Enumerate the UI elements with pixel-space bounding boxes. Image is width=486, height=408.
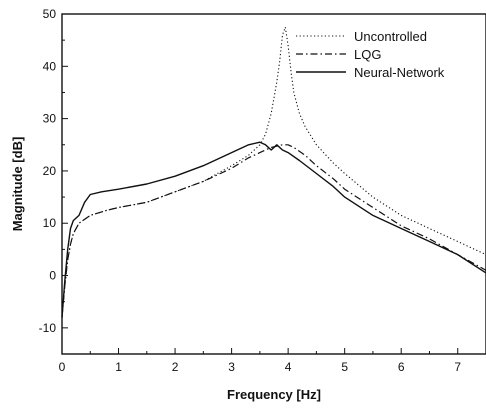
x-tick-label: 5 xyxy=(341,360,348,374)
y-tick-label: 0 xyxy=(49,269,56,283)
plot-frame xyxy=(61,13,486,355)
plot-lines xyxy=(61,26,486,318)
y-axis-title: Magnitude [dB] xyxy=(10,137,25,232)
x-tick-label: 3 xyxy=(228,360,235,374)
x-axis-title: Frequency [Hz] xyxy=(227,387,321,402)
legend-label: LQG xyxy=(354,47,381,62)
y-tick-label: 10 xyxy=(43,216,57,230)
legend-label: Uncontrolled xyxy=(354,29,427,44)
y-tick-label: -10 xyxy=(39,321,57,335)
y-tick-label: 30 xyxy=(43,112,57,126)
y-tick-label: 50 xyxy=(43,7,57,21)
legend-label: Neural-Network xyxy=(354,65,445,80)
x-tick-label: 0 xyxy=(59,360,66,374)
axes: 0 1 2 3 4 5 6 7 -10 0 10 20 30 40 50 xyxy=(39,7,462,374)
y-tick-label: 20 xyxy=(43,164,57,178)
series-line-uncontrolled xyxy=(61,26,486,318)
series-line-lqg xyxy=(61,144,486,318)
x-tick-label: 4 xyxy=(285,360,292,374)
series-line-neural-network xyxy=(61,141,486,318)
x-tick-label: 7 xyxy=(454,360,461,374)
x-tick-label: 1 xyxy=(115,360,122,374)
y-tick-label: 40 xyxy=(43,59,57,73)
legend: Uncontrolled LQG Neural-Network xyxy=(296,29,445,80)
x-tick-label: 6 xyxy=(398,360,405,374)
x-tick-label: 2 xyxy=(172,360,179,374)
